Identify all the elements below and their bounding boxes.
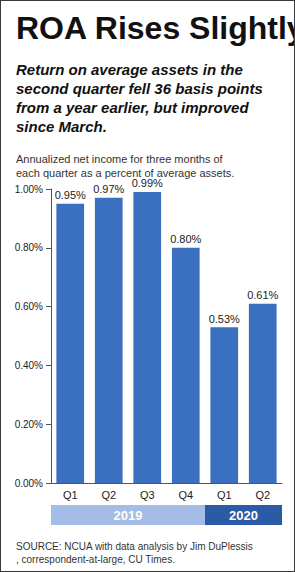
svg-text:0.97%: 0.97% [93,183,124,195]
svg-text:1.00%: 1.00% [15,184,43,195]
svg-text:2020: 2020 [229,508,258,523]
svg-text:0.20%: 0.20% [15,419,43,430]
svg-text:Q3: Q3 [140,489,155,501]
svg-text:Q2: Q2 [255,489,270,501]
svg-text:from a year earlier, but impro: from a year earlier, but improved [16,99,253,116]
svg-text:0.60%: 0.60% [15,301,43,312]
svg-text:Q1: Q1 [217,489,232,501]
svg-text:second quarter fell 36 basis p: second quarter fell 36 basis points [16,80,267,97]
svg-text:since March.: since March. [16,118,107,135]
svg-text:Q2: Q2 [101,489,116,501]
svg-text:0.80%: 0.80% [15,242,43,253]
svg-text:0.95%: 0.95% [55,189,86,201]
svg-text:0.99%: 0.99% [132,177,163,189]
svg-text:SOURCE: NCUA with data analysi: SOURCE: NCUA with data analysis by Jim D… [16,541,253,552]
svg-text:Q1: Q1 [63,489,78,501]
svg-text:Q4: Q4 [178,489,193,501]
svg-text:0.53%: 0.53% [209,313,240,325]
svg-text:0.61%: 0.61% [247,289,278,301]
svg-text:0.00%: 0.00% [15,478,43,489]
svg-text:ROA Rises Slightly: ROA Rises Slightly [16,10,294,46]
svg-text:Return on average assets in th: Return on average assets in the [16,61,247,78]
svg-text:, correspondent-at-large, CU T: , correspondent-at-large, CU Times. [16,554,175,565]
svg-text:Annualized net income for thre: Annualized net income for three months o… [16,153,226,165]
svg-text:0.40%: 0.40% [15,360,43,371]
svg-text:0.80%: 0.80% [170,233,201,245]
svg-text:each quarter as a percent of a: each quarter as a percent of average ass… [16,167,234,179]
svg-text:2019: 2019 [114,508,143,523]
